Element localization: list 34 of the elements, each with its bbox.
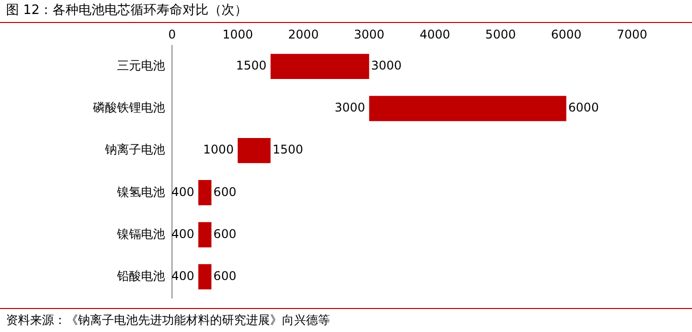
x-tick-label: 2000: [288, 27, 319, 42]
annotation: 600: [213, 184, 236, 199]
y-tick-label: 钠离子电池: [104, 142, 165, 157]
annotation: 6000: [568, 100, 599, 115]
bar: [198, 180, 212, 206]
y-tick-label: 三元电池: [117, 58, 165, 73]
bar: [369, 96, 566, 122]
annotation: 3000: [334, 100, 366, 115]
annotation: 1500: [272, 142, 304, 157]
bar: [198, 264, 212, 290]
chart-title: 图 12：各种电池电芯循环寿命对比（次）: [0, 0, 692, 23]
annotation: 600: [213, 268, 236, 283]
annotation: 400: [171, 268, 194, 283]
text: 资料来源：《钠离子电池先进功能材料的研究进展》向兴德等: [0, 308, 692, 331]
bar: [270, 54, 370, 80]
annotation: 1000: [203, 142, 234, 157]
y-tick-label: 铅酸电池: [116, 268, 165, 283]
bar: [238, 138, 271, 164]
annotation: 400: [171, 226, 194, 241]
annotation: 600: [213, 226, 236, 241]
x-tick-label: 6000: [551, 27, 582, 42]
x-tick-label: 7000: [616, 27, 648, 42]
y-tick-label: 镍氢电池: [116, 184, 165, 199]
x-tick-label: 4000: [420, 27, 450, 42]
annotation: 400: [171, 184, 194, 199]
annotation: 3000: [371, 58, 402, 73]
annotation: 1500: [236, 58, 267, 73]
x-tick-label: 0: [168, 27, 176, 42]
bar: [198, 222, 212, 248]
x-tick-label: 3000: [354, 27, 384, 42]
y-tick-label: 磷酸铁锂电池: [92, 100, 165, 115]
x-tick-label: 5000: [485, 27, 516, 42]
x-tick-label: 1000: [222, 27, 253, 42]
y-tick-label: 镍镉电池: [116, 226, 165, 241]
